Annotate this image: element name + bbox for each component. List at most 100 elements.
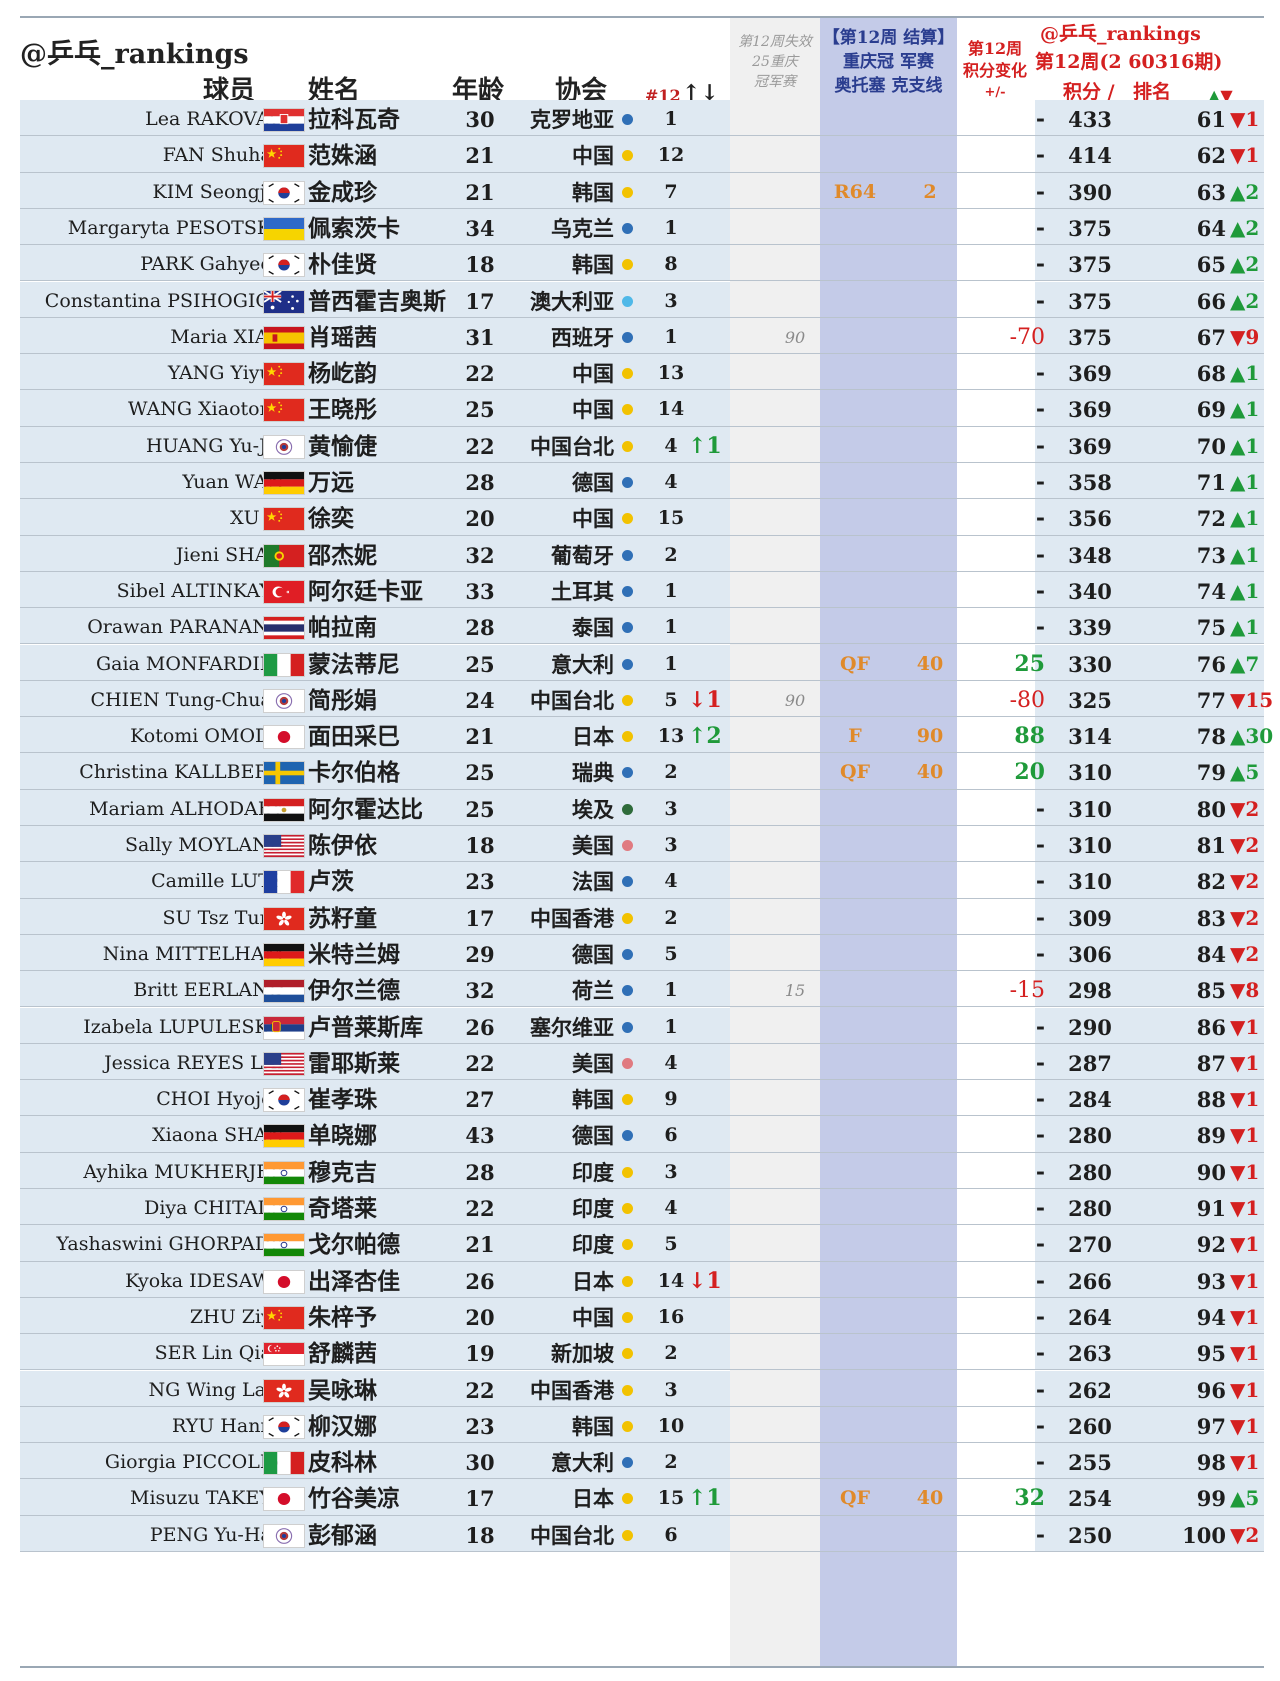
player-chinese-name: 穆克吉 xyxy=(308,1158,377,1186)
table-row: Xiaona SHAN 单晓娜 43 德国 6 - 280 89 ▼1 xyxy=(20,1116,1264,1155)
player-chinese-name: 雷耶斯莱 xyxy=(308,1049,400,1077)
association-count: 4 xyxy=(664,870,678,893)
association-dot-icon xyxy=(622,1203,633,1214)
row-background xyxy=(20,1406,730,1444)
points-change: - xyxy=(1035,832,1045,858)
player-chinese-name: 卡尔伯格 xyxy=(308,759,400,787)
association-count: 2 xyxy=(664,1451,678,1474)
rank-movement: ▼1 xyxy=(1230,1159,1260,1184)
association-dot-icon xyxy=(622,658,633,670)
row-divider xyxy=(20,425,1264,427)
event-result xyxy=(820,209,890,248)
row-background-right xyxy=(1035,390,1264,427)
association-dot-icon xyxy=(622,694,633,706)
association-dot-icon xyxy=(622,1311,633,1323)
association-dot-icon xyxy=(622,222,633,234)
rank-movement: ▲1 xyxy=(1230,361,1260,386)
points-change: -15 xyxy=(1009,978,1045,1004)
player-chinese-name: 伊尔兰德 xyxy=(308,977,400,1005)
player-association: 韩国 xyxy=(572,252,614,278)
row-background xyxy=(20,1479,730,1516)
player-association: 印度 xyxy=(572,1159,614,1185)
association-count: 1 xyxy=(664,616,678,639)
row-background xyxy=(20,608,730,645)
event-result xyxy=(820,1262,890,1301)
rank-movement: ▼8 xyxy=(1230,978,1260,1003)
rank-movement: ▼9 xyxy=(1230,324,1260,349)
points-change: - xyxy=(1035,1521,1045,1548)
event-result xyxy=(820,826,890,865)
table-row: Sibel ALTINKAYA 阿尔廷卡亚 33 土耳其 1 - 340 74 … xyxy=(20,571,1264,611)
rank-movement: ▼2 xyxy=(1230,905,1260,930)
event-result-points xyxy=(900,354,960,393)
association-count: 12 xyxy=(657,144,685,167)
row-divider xyxy=(20,716,1264,718)
event-result-points xyxy=(900,1298,960,1337)
event-result-points xyxy=(900,1116,960,1155)
table-row: Giorgia PICCOLIN 皮科林 30 意大利 2 - 255 98 ▼… xyxy=(20,1443,1264,1480)
player-english-name: Margaryta PESOTSKA xyxy=(67,216,284,239)
player-chinese-name: 徐奕 xyxy=(308,505,354,533)
ranking-points: 255 xyxy=(1068,1450,1112,1476)
player-chinese-name: 苏籽童 xyxy=(308,904,377,932)
row-background-right xyxy=(1035,1370,1264,1407)
row-divider xyxy=(20,534,1264,536)
netherlands-flag-icon xyxy=(263,979,305,1004)
event-result: R64 xyxy=(833,180,877,203)
points-change: - xyxy=(1035,904,1045,931)
event-result xyxy=(820,499,890,538)
player-age: 30 xyxy=(465,1450,495,1476)
ranking-position: 69 xyxy=(1196,397,1226,423)
event-result xyxy=(820,1080,890,1119)
player-english-name: Gaia MONFARDINI xyxy=(95,652,284,675)
rank-movement: ▲1 xyxy=(1230,506,1260,531)
row-background-right xyxy=(1035,571,1264,609)
event-result-points xyxy=(900,463,960,502)
association-dot-icon xyxy=(622,1021,633,1033)
row-divider xyxy=(20,824,1264,826)
player-association: 塞尔维亚 xyxy=(530,1014,614,1040)
table-row: Yuan WAN 万远 28 德国 4 - 358 71 ▲1 xyxy=(20,463,1264,502)
rank-movement: ▲1 xyxy=(1230,470,1260,494)
player-age: 20 xyxy=(465,1304,495,1330)
ranking-position: 89 xyxy=(1196,1123,1226,1149)
association-count: 1 xyxy=(664,652,678,675)
player-english-name: RYU Hanna xyxy=(171,1414,284,1437)
row-divider xyxy=(20,1115,1264,1117)
ranking-position: 65 xyxy=(1196,252,1226,278)
points-change: - xyxy=(1035,1267,1045,1294)
rank-movement: ▲2 xyxy=(1230,288,1260,313)
india-flag-icon xyxy=(263,1197,305,1221)
association-dot-icon xyxy=(622,1493,633,1505)
ranking-points: 433 xyxy=(1068,107,1112,132)
row-background xyxy=(20,1334,730,1371)
player-english-name: CHOI Hyojoo xyxy=(156,1088,284,1111)
table-row: Britt EERLAND 伊尔兰德 32 荷兰 1 15 -15 298 85… xyxy=(20,971,1264,1008)
association-dot-icon xyxy=(622,731,633,743)
points-change: -80 xyxy=(1009,687,1045,713)
player-association: 德国 xyxy=(572,1123,614,1149)
player-association: 西班牙 xyxy=(551,324,614,350)
ranking-position: 94 xyxy=(1196,1304,1226,1330)
row-divider xyxy=(20,570,1264,572)
event-result xyxy=(820,1008,890,1047)
association-count: 14 xyxy=(657,1269,685,1292)
player-english-name: Ayhika MUKHERJEE xyxy=(83,1160,284,1183)
player-association: 意大利 xyxy=(551,651,614,677)
row-divider xyxy=(20,1187,1264,1189)
player-english-name: Yuan WAN xyxy=(182,471,284,493)
player-english-name: Yashaswini GHORPADE xyxy=(56,1233,284,1256)
ranking-position: 86 xyxy=(1196,1014,1226,1040)
row-divider xyxy=(20,1224,1264,1226)
row-background xyxy=(20,245,730,282)
thailand-flag-icon xyxy=(263,616,305,641)
event-result-points xyxy=(900,572,960,611)
player-chinese-name: 吴咏琳 xyxy=(308,1376,377,1404)
event-result xyxy=(820,354,890,393)
player-english-name: Mariam ALHODABY xyxy=(89,797,284,820)
row-divider xyxy=(20,752,1264,754)
points-change: - xyxy=(1035,396,1045,423)
event-result xyxy=(820,899,890,938)
row-background xyxy=(20,1043,730,1081)
event-result-points xyxy=(900,608,960,647)
